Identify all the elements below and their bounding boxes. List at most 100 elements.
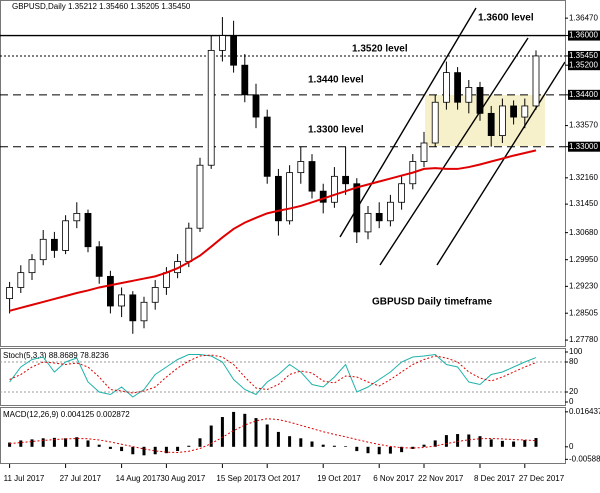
macd-bar: [243, 413, 247, 447]
y-tick-label: 1.27780: [569, 335, 598, 344]
candle-body: [73, 212, 81, 222]
macd-bar: [534, 438, 538, 447]
macd-bar: [288, 436, 292, 447]
candle-body: [476, 87, 484, 114]
macd-bar: [321, 444, 325, 447]
annotation: 1.3520 level: [352, 44, 408, 55]
candle-body: [319, 190, 327, 203]
macd-bar: [299, 438, 303, 447]
y-tick-highlight: [568, 30, 600, 41]
macd-bar: [198, 438, 202, 447]
x-tick-label: 22 Nov 2017: [418, 474, 464, 483]
stoch-line: [9, 353, 537, 398]
macd-bar: [153, 446, 157, 455]
annotation: 1.3440 level: [308, 75, 364, 86]
y-tick-highlight: [568, 50, 600, 61]
y-tick-label: 1.30680: [569, 228, 598, 237]
y-tick-label: 1.33570: [569, 121, 598, 130]
candle-body: [454, 72, 462, 103]
candle-body: [196, 164, 204, 229]
macd-bar: [344, 446, 348, 447]
candle-body: [510, 105, 518, 118]
x-tick-label: 15 Sep 2017: [216, 474, 262, 483]
y-tick-label: 1.35450: [569, 51, 598, 60]
macd-bar: [52, 437, 56, 447]
candle-body: [375, 212, 383, 222]
stoch-title: Stoch(5,3,3) 88.8689 78.8236: [3, 351, 109, 360]
y-tick-label: 1.28505: [569, 308, 598, 317]
macd-bar: [366, 446, 370, 454]
candle-body: [286, 172, 294, 222]
x-tick-label: 8 Dec 2017: [474, 474, 515, 483]
candle-body: [118, 294, 125, 307]
y-tick-label: 1.31450: [569, 199, 598, 208]
macd-bar: [377, 446, 381, 455]
macd-signal: [9, 418, 537, 454]
candle-body: [521, 105, 529, 118]
candle-body: [498, 105, 506, 136]
candle-body: [28, 259, 36, 274]
x-tick-label: 3 Oct 2017: [261, 474, 301, 483]
candle-body: [218, 35, 226, 51]
x-tick-label: 30 Aug 2017: [160, 474, 205, 483]
candle-body: [442, 72, 450, 103]
candle-body: [252, 94, 260, 118]
candle-body: [364, 212, 372, 233]
macd-bar: [209, 425, 213, 447]
macd-bar: [400, 446, 404, 453]
candle-body: [140, 301, 148, 322]
candle-body: [151, 287, 159, 303]
macd-bar: [131, 446, 135, 455]
y-tick-highlight: [568, 89, 600, 100]
macd-bar: [176, 446, 180, 452]
y-tick-label: 1.29230: [569, 281, 598, 290]
macd-panel: [0, 407, 566, 464]
y-tick-label: 1.32160: [569, 173, 598, 182]
candle-body: [162, 272, 170, 288]
macd-bar: [422, 444, 426, 447]
macd-bar: [355, 446, 359, 452]
candle-body: [274, 175, 282, 222]
y-tick-label: 1.33000: [569, 142, 598, 151]
x-tick-label: 27 Dec 2017: [519, 474, 565, 483]
macd-bar: [187, 445, 191, 447]
macd-bar: [332, 445, 336, 447]
macd-bar: [86, 440, 90, 447]
macd-bar: [41, 438, 45, 447]
macd-bar: [411, 446, 415, 449]
candle-body: [6, 287, 13, 299]
macd-bar: [523, 440, 527, 447]
candle-body: [185, 227, 193, 262]
candle-body: [62, 220, 69, 251]
y-tick-label: 0: [569, 397, 574, 406]
candle-body: [207, 49, 215, 166]
macd-bar: [220, 417, 224, 447]
candle-body: [230, 35, 238, 66]
candle-body: [51, 238, 58, 251]
y-tick-label: 1.29950: [569, 255, 598, 264]
candle-body: [465, 87, 473, 103]
candle-body: [431, 101, 439, 144]
stoch-panel: [0, 348, 566, 406]
annotation: 1.3600 level: [478, 13, 534, 24]
macd-bar: [310, 441, 314, 447]
y-tick-label: 1.34400: [569, 90, 598, 99]
candle-body: [17, 272, 25, 288]
candle-body: [84, 212, 92, 248]
y-tick-label: 80: [569, 357, 578, 366]
macd-bar: [64, 438, 68, 447]
macd-bar: [164, 446, 168, 454]
candle-body: [353, 183, 361, 233]
macd-bar: [19, 440, 23, 447]
chart-title: GBPUSD,Daily 1.35212 1.35460 1.35205 1.3…: [12, 2, 191, 11]
macd-bar: [232, 411, 236, 447]
candle-body: [297, 161, 305, 174]
candle-body: [107, 275, 114, 307]
candle-body: [129, 294, 137, 322]
macd-bar: [142, 446, 146, 456]
macd-bar: [108, 446, 112, 449]
stoch-line: [9, 354, 537, 394]
macd-bar: [276, 431, 280, 447]
y-tick-label: 1.36470: [569, 13, 598, 22]
y-tick-label: -0.005881: [569, 454, 600, 463]
